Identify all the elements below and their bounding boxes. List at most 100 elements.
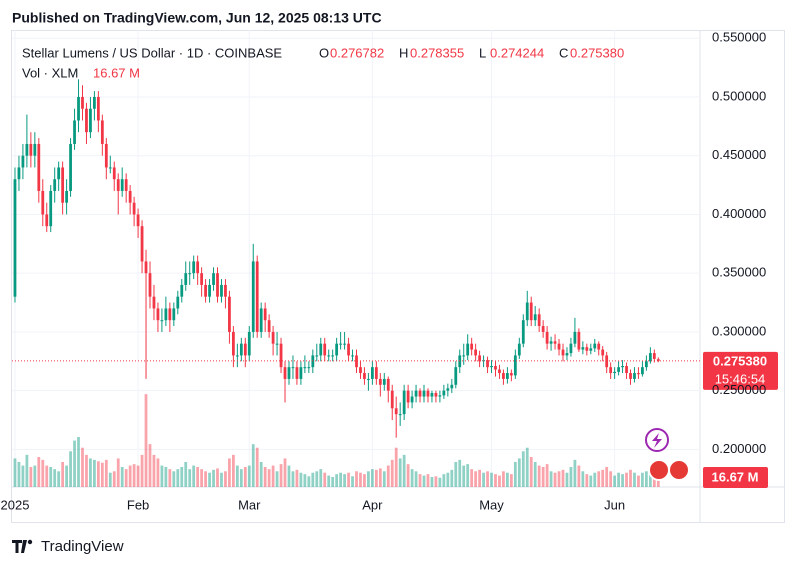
volume-bar (414, 471, 418, 487)
volume-bar (204, 471, 207, 487)
economic-event-icon[interactable] (668, 459, 690, 481)
candle-body (355, 355, 358, 368)
volume-bar (351, 476, 354, 487)
volume-bar (108, 472, 112, 487)
volume-bar (466, 464, 470, 487)
volume-bar (482, 472, 485, 487)
candle-body (593, 343, 597, 349)
volume-bar (442, 474, 446, 487)
candle-body (386, 378, 390, 391)
candle-body (69, 143, 72, 191)
volume-bar (307, 476, 311, 487)
candle-body (81, 96, 84, 109)
volume-bar (212, 469, 215, 487)
last-volume-label: 16.67 M (712, 469, 759, 484)
volume-bar (156, 458, 160, 487)
candle-body (104, 143, 108, 168)
candle-body (271, 331, 275, 344)
candle-body (41, 190, 45, 215)
volume-bar (529, 457, 533, 487)
volume-bar (73, 440, 76, 487)
candle-body (204, 284, 207, 297)
volume-bar (243, 467, 247, 487)
candle-body (521, 320, 525, 344)
volume-bar (367, 471, 370, 487)
candle-body (656, 359, 660, 361)
y-tick-label: 0.400000 (712, 206, 766, 221)
volume-bar (422, 475, 426, 487)
volume-bar (517, 458, 521, 487)
brand-logo (12, 540, 27, 553)
volume-bar (216, 468, 219, 487)
economic-event-icon[interactable] (648, 459, 670, 481)
candle-body (327, 355, 331, 357)
volume-bar (263, 467, 267, 487)
volume-bar (188, 469, 192, 487)
volume-bar (513, 462, 517, 487)
candle-body (486, 360, 489, 368)
volume-bar (224, 471, 227, 487)
volume-bar (545, 464, 549, 487)
candle-body (148, 273, 152, 297)
volume-bar (509, 474, 513, 487)
candle-body (140, 226, 144, 262)
candle-body (398, 414, 402, 416)
volume-bar (343, 474, 346, 487)
volume-bar (132, 464, 136, 487)
countdown: 15:46:54 (715, 371, 766, 386)
volume-bar (609, 471, 613, 487)
volume-bar (541, 467, 545, 487)
candle-body (478, 355, 481, 362)
candle-body (585, 347, 589, 351)
x-tick-label: Feb (127, 497, 149, 512)
volume-bar (25, 454, 29, 487)
volume-bar (41, 459, 45, 487)
candle-body (144, 261, 148, 274)
volume-bar (656, 475, 660, 487)
volume-bar (390, 459, 394, 487)
candle-body (442, 390, 446, 396)
volume-bar (61, 462, 65, 487)
candle-body (549, 341, 553, 344)
x-tick-label: 2025 (1, 497, 30, 512)
candle-body (343, 343, 346, 345)
candle-body (291, 367, 295, 369)
chart-title: Stellar Lumens / US Dollar · 1D · COINBA… (22, 45, 282, 60)
candle-body (156, 308, 160, 321)
candle-body (454, 367, 458, 385)
candle-body (295, 367, 299, 379)
candle-body (541, 326, 545, 332)
volume-bar (85, 454, 88, 487)
candle-body (136, 214, 140, 227)
candle-body (553, 341, 557, 344)
volume-bar (561, 469, 565, 487)
volume-bar (93, 459, 96, 487)
volume-bar (176, 469, 180, 487)
volume-bar (196, 467, 200, 487)
volume-bar (359, 472, 362, 487)
volume-bar (267, 469, 271, 487)
volume-bar (347, 472, 350, 487)
candle-body (498, 369, 501, 374)
volume-bar (13, 458, 17, 487)
candle-body (323, 343, 327, 356)
volume-bar (21, 465, 25, 487)
volume-bar (498, 475, 501, 487)
candle-body (382, 378, 386, 385)
volume-bar (315, 471, 319, 487)
candle-body (331, 355, 335, 357)
y-tick-label: 0.200000 (712, 441, 766, 456)
candle-body (21, 155, 25, 168)
candle-body (164, 308, 168, 321)
candle-body (128, 190, 132, 203)
volume-bar (112, 471, 116, 487)
volume-bar (355, 471, 358, 487)
volume-bar (625, 472, 628, 487)
candle-body (315, 355, 319, 357)
brand-name: TradingView (41, 538, 124, 555)
candle-body (390, 390, 394, 409)
volume-bar (577, 465, 581, 487)
candle-body (243, 343, 247, 356)
candle-body (53, 179, 57, 191)
candle-body (509, 373, 513, 376)
